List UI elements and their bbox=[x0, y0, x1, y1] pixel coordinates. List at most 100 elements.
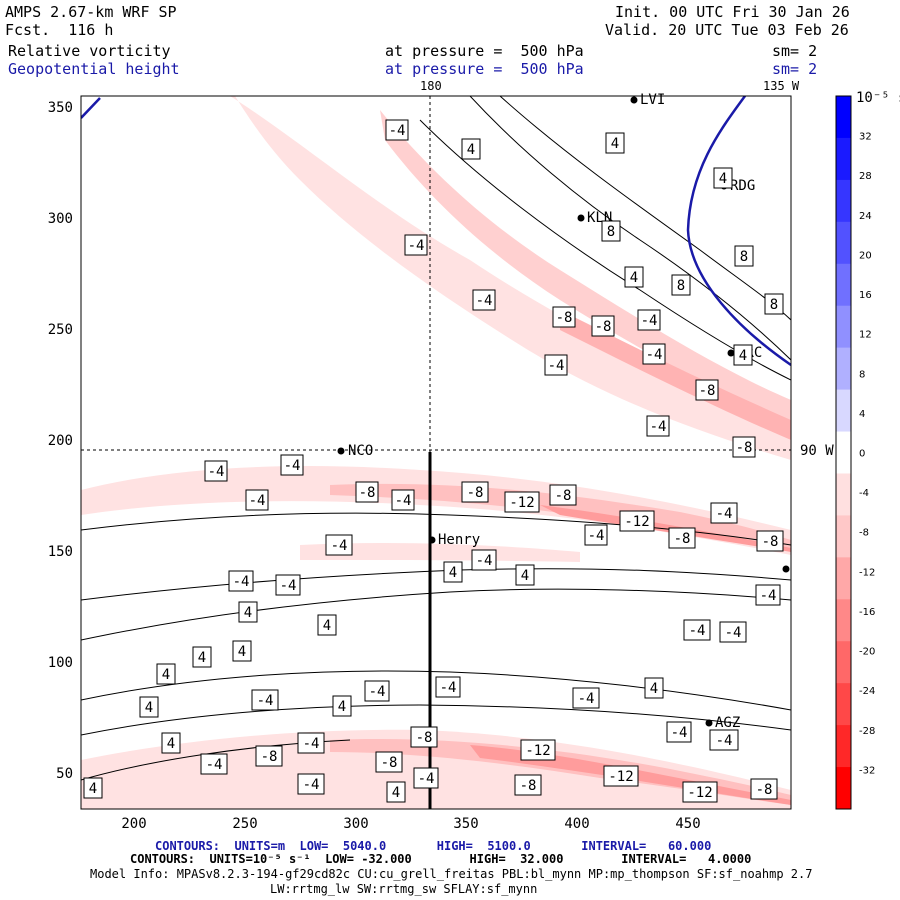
svg-text:-4: -4 bbox=[548, 358, 565, 374]
contour-label: -4 bbox=[544, 354, 568, 376]
colorbar-unit: 10⁻⁵ s⁻¹ bbox=[856, 90, 900, 106]
contour-label: -12 bbox=[603, 765, 639, 787]
svg-text:-4: -4 bbox=[476, 293, 493, 309]
geopotential-contours bbox=[81, 96, 791, 367]
contour-label: -12 bbox=[504, 491, 540, 513]
colorbar-swatch bbox=[836, 305, 851, 349]
contour-label: -8 bbox=[695, 379, 719, 401]
colorbar-frame bbox=[835, 95, 852, 810]
svg-text:8: 8 bbox=[770, 297, 778, 313]
x-tick: 300 bbox=[343, 816, 368, 832]
y-tick: 100 bbox=[48, 655, 73, 671]
svg-text:-12: -12 bbox=[608, 769, 633, 785]
svg-text:-4: -4 bbox=[369, 684, 386, 700]
svg-text:4: 4 bbox=[145, 700, 153, 716]
contour-label: -8 bbox=[461, 481, 489, 503]
svg-text:4: 4 bbox=[719, 171, 727, 187]
svg-text:-4: -4 bbox=[206, 757, 223, 773]
footer-model-info-2: LW:rrtmg_lw SW:rrtmg_sw SFLAY:sf_mynn bbox=[270, 882, 538, 896]
svg-text:-8: -8 bbox=[520, 778, 537, 794]
contour-label: -4 bbox=[297, 732, 325, 754]
colorbar-swatch bbox=[836, 431, 851, 474]
field2-name: Geopotential height bbox=[8, 60, 180, 78]
svg-text:-4: -4 bbox=[208, 464, 225, 480]
contour-label: 4 bbox=[192, 646, 212, 668]
contour-label: -4 bbox=[251, 689, 279, 711]
svg-text:-8: -8 bbox=[756, 782, 773, 798]
contour-label: 4 bbox=[83, 777, 103, 799]
contour-label: -4 bbox=[683, 619, 711, 641]
contour-label: -4 bbox=[245, 489, 269, 511]
svg-text:-4: -4 bbox=[725, 625, 742, 641]
station-dot bbox=[705, 719, 713, 727]
station-dot bbox=[577, 214, 585, 222]
contour-label: -8 bbox=[591, 315, 615, 337]
colorbar-tick-label: -12 bbox=[859, 567, 875, 578]
contour-label: -4 bbox=[275, 574, 301, 596]
svg-text:-4: -4 bbox=[716, 733, 733, 749]
x-tick: 450 bbox=[675, 816, 700, 832]
colorbar-tick-label: -28 bbox=[859, 726, 875, 737]
colorbar-tick-label: 20 bbox=[859, 250, 872, 261]
svg-text:-12: -12 bbox=[525, 743, 550, 759]
svg-text:-4: -4 bbox=[303, 736, 320, 752]
svg-text:4: 4 bbox=[323, 618, 331, 634]
contour-label: -4 bbox=[435, 676, 461, 698]
colorbar-tick-label: 32 bbox=[859, 132, 872, 143]
colorbar-tick-label: -16 bbox=[859, 607, 875, 618]
contour-label: -12 bbox=[619, 510, 655, 532]
contour-label: -8 bbox=[410, 726, 438, 748]
svg-text:4: 4 bbox=[739, 348, 747, 364]
svg-text:4: 4 bbox=[238, 644, 246, 660]
contour-labels: -4 4 4 4 -4 8 8 4 8 8 -4 -8 -8 -4 -4 4 -… bbox=[83, 119, 784, 803]
svg-text:-12: -12 bbox=[509, 495, 534, 511]
footer-vorticity-contours: CONTOURS: UNITS=10⁻⁵ s⁻¹ LOW= -32.000 HI… bbox=[130, 852, 752, 866]
y-tick: 250 bbox=[48, 322, 73, 338]
station-label: NCO bbox=[348, 443, 373, 459]
svg-text:8: 8 bbox=[607, 224, 615, 240]
contour-label: -4 bbox=[391, 489, 415, 511]
svg-text:-8: -8 bbox=[467, 485, 484, 501]
svg-text:-4: -4 bbox=[476, 553, 493, 569]
station-label: RDG bbox=[730, 178, 755, 194]
contour-label: 8 bbox=[734, 245, 754, 267]
svg-text:-4: -4 bbox=[689, 623, 706, 639]
colorbar-tick-label: 8 bbox=[859, 369, 865, 380]
contour-label: -12 bbox=[682, 781, 718, 803]
contour-label: 4 bbox=[386, 781, 406, 803]
contour-label: 4 bbox=[139, 696, 159, 718]
svg-text:8: 8 bbox=[677, 278, 685, 294]
svg-text:4: 4 bbox=[650, 681, 658, 697]
svg-text:-4: -4 bbox=[578, 691, 595, 707]
contour-label: 4 bbox=[644, 677, 664, 699]
contour-label: -8 bbox=[355, 481, 379, 503]
colorbar-tick-label: 28 bbox=[859, 171, 872, 182]
valid-time: Valid. 20 UTC Tue 03 Feb 26 bbox=[605, 21, 849, 39]
colorbar-swatch bbox=[836, 641, 851, 684]
station-label: LVI bbox=[640, 92, 665, 108]
contour-label: 4 bbox=[332, 695, 352, 717]
svg-text:4: 4 bbox=[392, 785, 400, 801]
svg-text:-4: -4 bbox=[280, 578, 297, 594]
y-tick: 200 bbox=[48, 433, 73, 449]
contour-label: -8 bbox=[375, 751, 403, 773]
svg-text:-4: -4 bbox=[233, 574, 250, 590]
colorbar-swatch bbox=[836, 557, 851, 600]
contour-label: -4 bbox=[204, 460, 228, 482]
contour-label: -4 bbox=[646, 415, 670, 437]
contour-label: 4 bbox=[232, 640, 252, 662]
contour-label: 4 bbox=[624, 266, 644, 288]
contour-label: -4 bbox=[710, 502, 738, 524]
contour-label: -8 bbox=[732, 436, 756, 458]
svg-text:4: 4 bbox=[449, 565, 457, 581]
contour-label: 4 bbox=[156, 663, 176, 685]
svg-text:-8: -8 bbox=[359, 485, 376, 501]
colorbar-tick-label: 24 bbox=[859, 211, 872, 222]
contour-label: -4 bbox=[637, 309, 661, 331]
svg-text:-8: -8 bbox=[595, 319, 612, 335]
field2-level: at pressure = 500 hPa bbox=[385, 60, 584, 78]
colorbar-swatch bbox=[836, 263, 851, 307]
contour-label: -4 bbox=[471, 549, 497, 571]
contour-label: -4 bbox=[572, 687, 600, 709]
